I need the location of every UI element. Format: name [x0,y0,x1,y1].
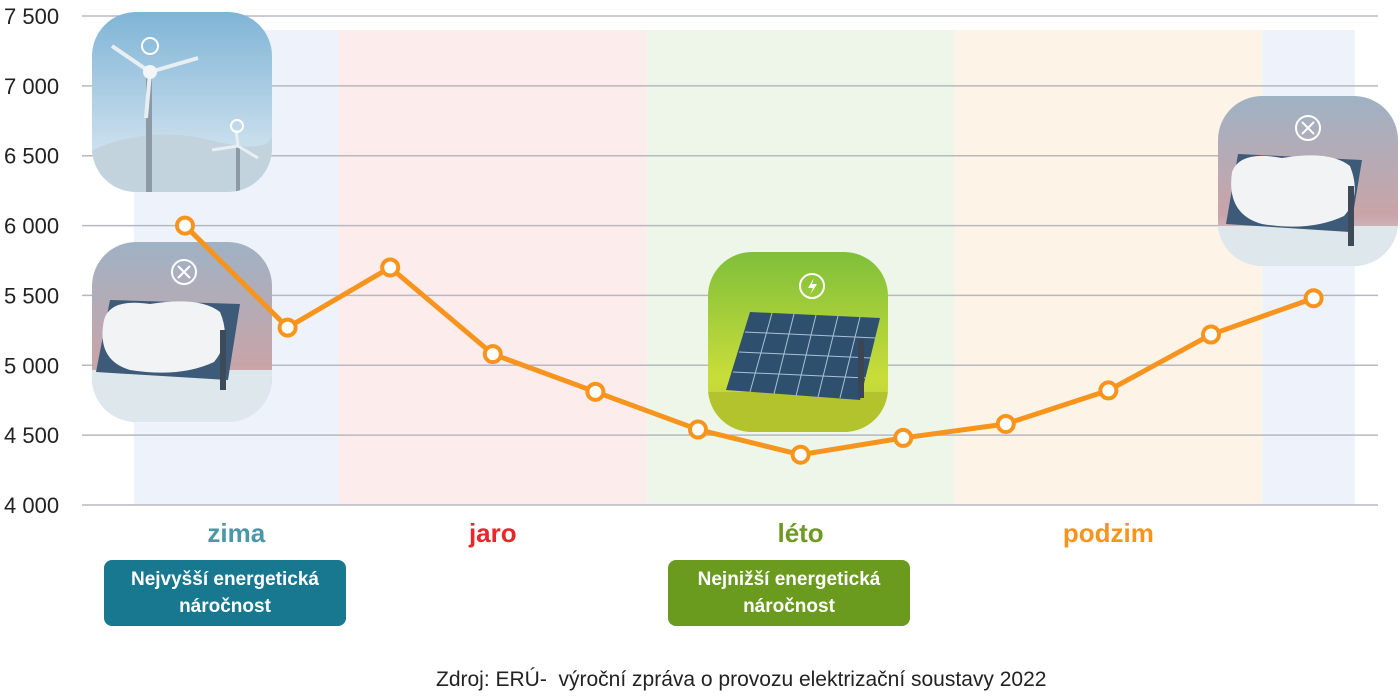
y-tick-label: 5 000 [4,353,59,378]
season-band-autumn [954,30,1263,505]
data-point [995,413,1016,434]
data-point [380,257,401,278]
y-tick-label: 5 500 [4,283,59,308]
season-label-summer: léto [777,518,823,548]
data-point [482,344,503,365]
source-note: Zdroj: ERÚ- výroční zpráva o provozu ele… [436,668,1047,691]
y-tick-label: 6 500 [4,144,59,169]
data-point [277,317,298,338]
data-point [585,381,606,402]
season-label-winter: zima [207,518,265,548]
data-point [790,444,811,465]
data-point [1098,380,1119,401]
y-tick-label: 7 000 [4,74,59,99]
solar-panel-icon [708,252,888,432]
data-point [1303,288,1324,309]
y-tick-label: 6 000 [4,214,59,239]
highest-demand-badge: Nejvyšší energetická náročnost [104,560,346,626]
season-label-autumn: podzim [1063,518,1154,548]
data-point [688,419,708,440]
data-point [893,427,914,448]
wind-turbine-icon [92,12,272,192]
season-label-spring: jaro [468,518,517,548]
y-tick-label: 4 000 [4,493,59,518]
snow-covered-solar-panel-icon [1218,96,1398,266]
data-point [1201,324,1221,345]
y-axis-ticks: 4 000 4 500 5 000 5 500 6 000 6 500 7 000 7 500 [4,4,59,518]
series-line [175,215,1324,465]
snow-covered-solar-panel-icon [92,242,272,422]
season-labels: zima jaro léto podzim [207,518,1154,548]
series-path [183,223,1315,458]
data-point [175,215,195,236]
y-tick-label: 4 500 [4,423,59,448]
lowest-demand-badge: Nejnižší energetická náročnost [668,560,910,626]
y-tick-label: 7 500 [4,4,59,29]
